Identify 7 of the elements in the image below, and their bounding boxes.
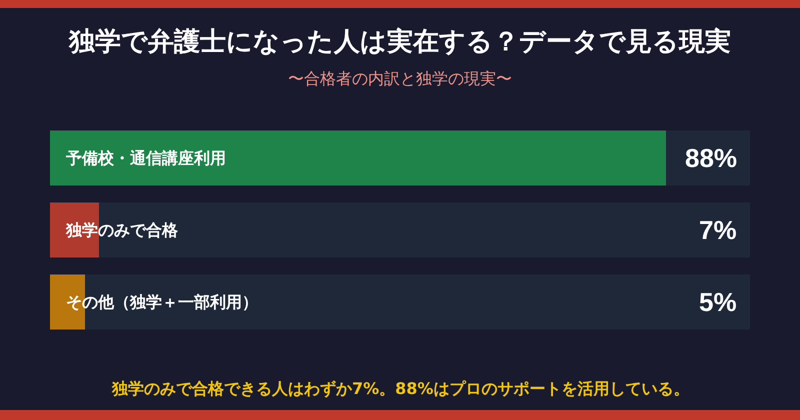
data-label: 5% [699, 287, 737, 317]
chart-subtitle: 〜合格者の内訳と独学の現実〜 [288, 69, 512, 88]
y-tick-label: 予備校・通信講座利用 [65, 148, 226, 168]
data-label: 7% [699, 215, 737, 245]
chart-title: 独学で弁護士になった人は実在する？データで見る現実 [68, 27, 731, 58]
text: 独学のみで合格できる人はわずか7%。88%はプロのサポートを活用している。 [111, 379, 690, 398]
data-label: 88% [685, 143, 738, 173]
